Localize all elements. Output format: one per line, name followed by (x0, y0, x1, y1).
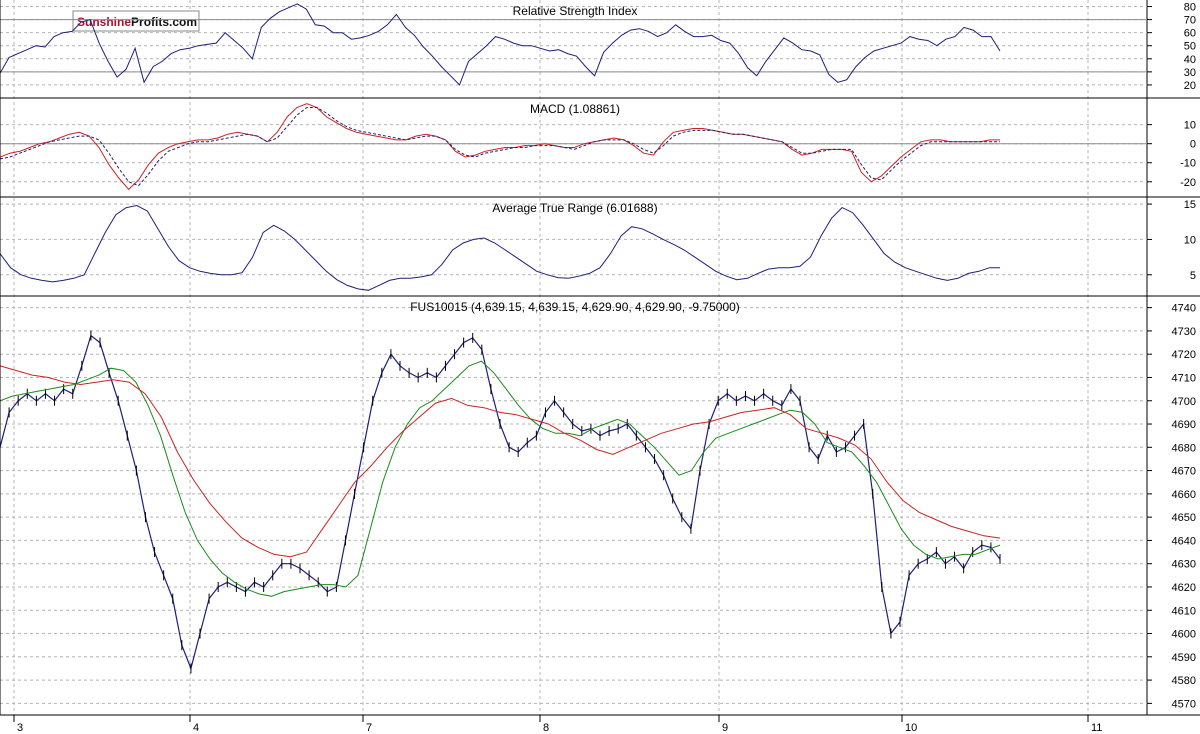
rsi-series-0-line (0, 3, 1001, 86)
y-tick-label: 10 (1184, 120, 1196, 132)
price-series-2-line (0, 365, 1001, 558)
y-tick-label: 70 (1184, 15, 1196, 27)
y-tick-label: 4730 (1172, 326, 1196, 338)
x-tick-label: 11 (1091, 722, 1102, 734)
panel-macd: -20 -10 0 10 MACD (1.08861) (0, 98, 1200, 198)
logo-word-profits: Profits (131, 15, 169, 29)
y-tick-label: 4700 (1172, 396, 1196, 408)
x-tick-label: 8 (543, 722, 549, 734)
y-tick-label: 5 (1190, 270, 1196, 282)
y-tick-label: 4670 (1172, 466, 1196, 478)
y-tick-label: 4590 (1172, 652, 1196, 664)
price-series-1-line (0, 360, 1001, 597)
panel-title: FUS10015 (4,639.15, 4,639.15, 4,629.90, … (410, 300, 740, 314)
panel-title: MACD (1.08861) (530, 102, 620, 116)
y-tick-label: 4570 (1172, 698, 1196, 710)
panel-atr: 5 10 15 Average True Range (6.01688) (0, 197, 1200, 297)
y-tick-label: 60 (1184, 28, 1196, 40)
logo: SunshineProfits.com (72, 10, 200, 32)
y-tick-label: 4690 (1172, 419, 1196, 431)
y-tick-label: 4620 (1172, 582, 1196, 594)
x-tick-label: 9 (722, 722, 728, 734)
x-tick-label: 10 (905, 722, 917, 734)
logo-word-com: .com (169, 15, 197, 29)
y-tick-label: -10 (1180, 158, 1196, 170)
panel-title: Relative Strength Index (513, 4, 638, 18)
y-tick-label: 4630 (1172, 559, 1196, 571)
y-tick-label: 4600 (1172, 629, 1196, 641)
atr-series-0-line (0, 204, 1000, 291)
y-tick-label: 4640 (1172, 535, 1196, 547)
y-tick-label: 10 (1184, 234, 1196, 246)
y-tick-label: 4660 (1172, 489, 1196, 501)
logo-box (72, 10, 200, 32)
y-tick-label: 40 (1184, 54, 1196, 66)
logo-word-sunshine: Sunshine (77, 15, 131, 29)
y-tick-label: 0 (1190, 139, 1196, 151)
y-tick-label: 4680 (1172, 442, 1196, 454)
x-tick-label: 3 (17, 722, 23, 734)
y-tick-label: 15 (1184, 199, 1196, 211)
panel-title: Average True Range (6.01688) (492, 201, 657, 215)
y-tick-label: 80 (1184, 2, 1196, 14)
x-tick-label: 7 (366, 722, 372, 734)
y-tick-label: 4710 (1172, 372, 1196, 384)
x-tick-label: 4 (193, 722, 199, 734)
macd-series-1-line (0, 107, 1000, 187)
svg-text:SunshineProfits.com: SunshineProfits.com (77, 15, 197, 29)
grid (13, 0, 1089, 715)
y-tick-label: 50 (1184, 41, 1196, 53)
y-tick-label: 4740 (1172, 303, 1196, 315)
y-tick-label: 4720 (1172, 349, 1196, 361)
y-tick-label: -20 (1180, 177, 1196, 189)
price-series-0-line (0, 334, 1001, 671)
y-tick-label: 20 (1184, 80, 1196, 92)
macd-series-0-line (0, 103, 1000, 191)
y-tick-label: 4580 (1172, 675, 1196, 687)
panel-price: 4570 4580 4590 4600 4610 4620 4630 4640 4650 4660… (0, 296, 1200, 716)
y-tick-label: 4610 (1172, 605, 1196, 617)
y-tick-label: 30 (1184, 67, 1196, 79)
y-tick-label: 4650 (1172, 512, 1196, 524)
